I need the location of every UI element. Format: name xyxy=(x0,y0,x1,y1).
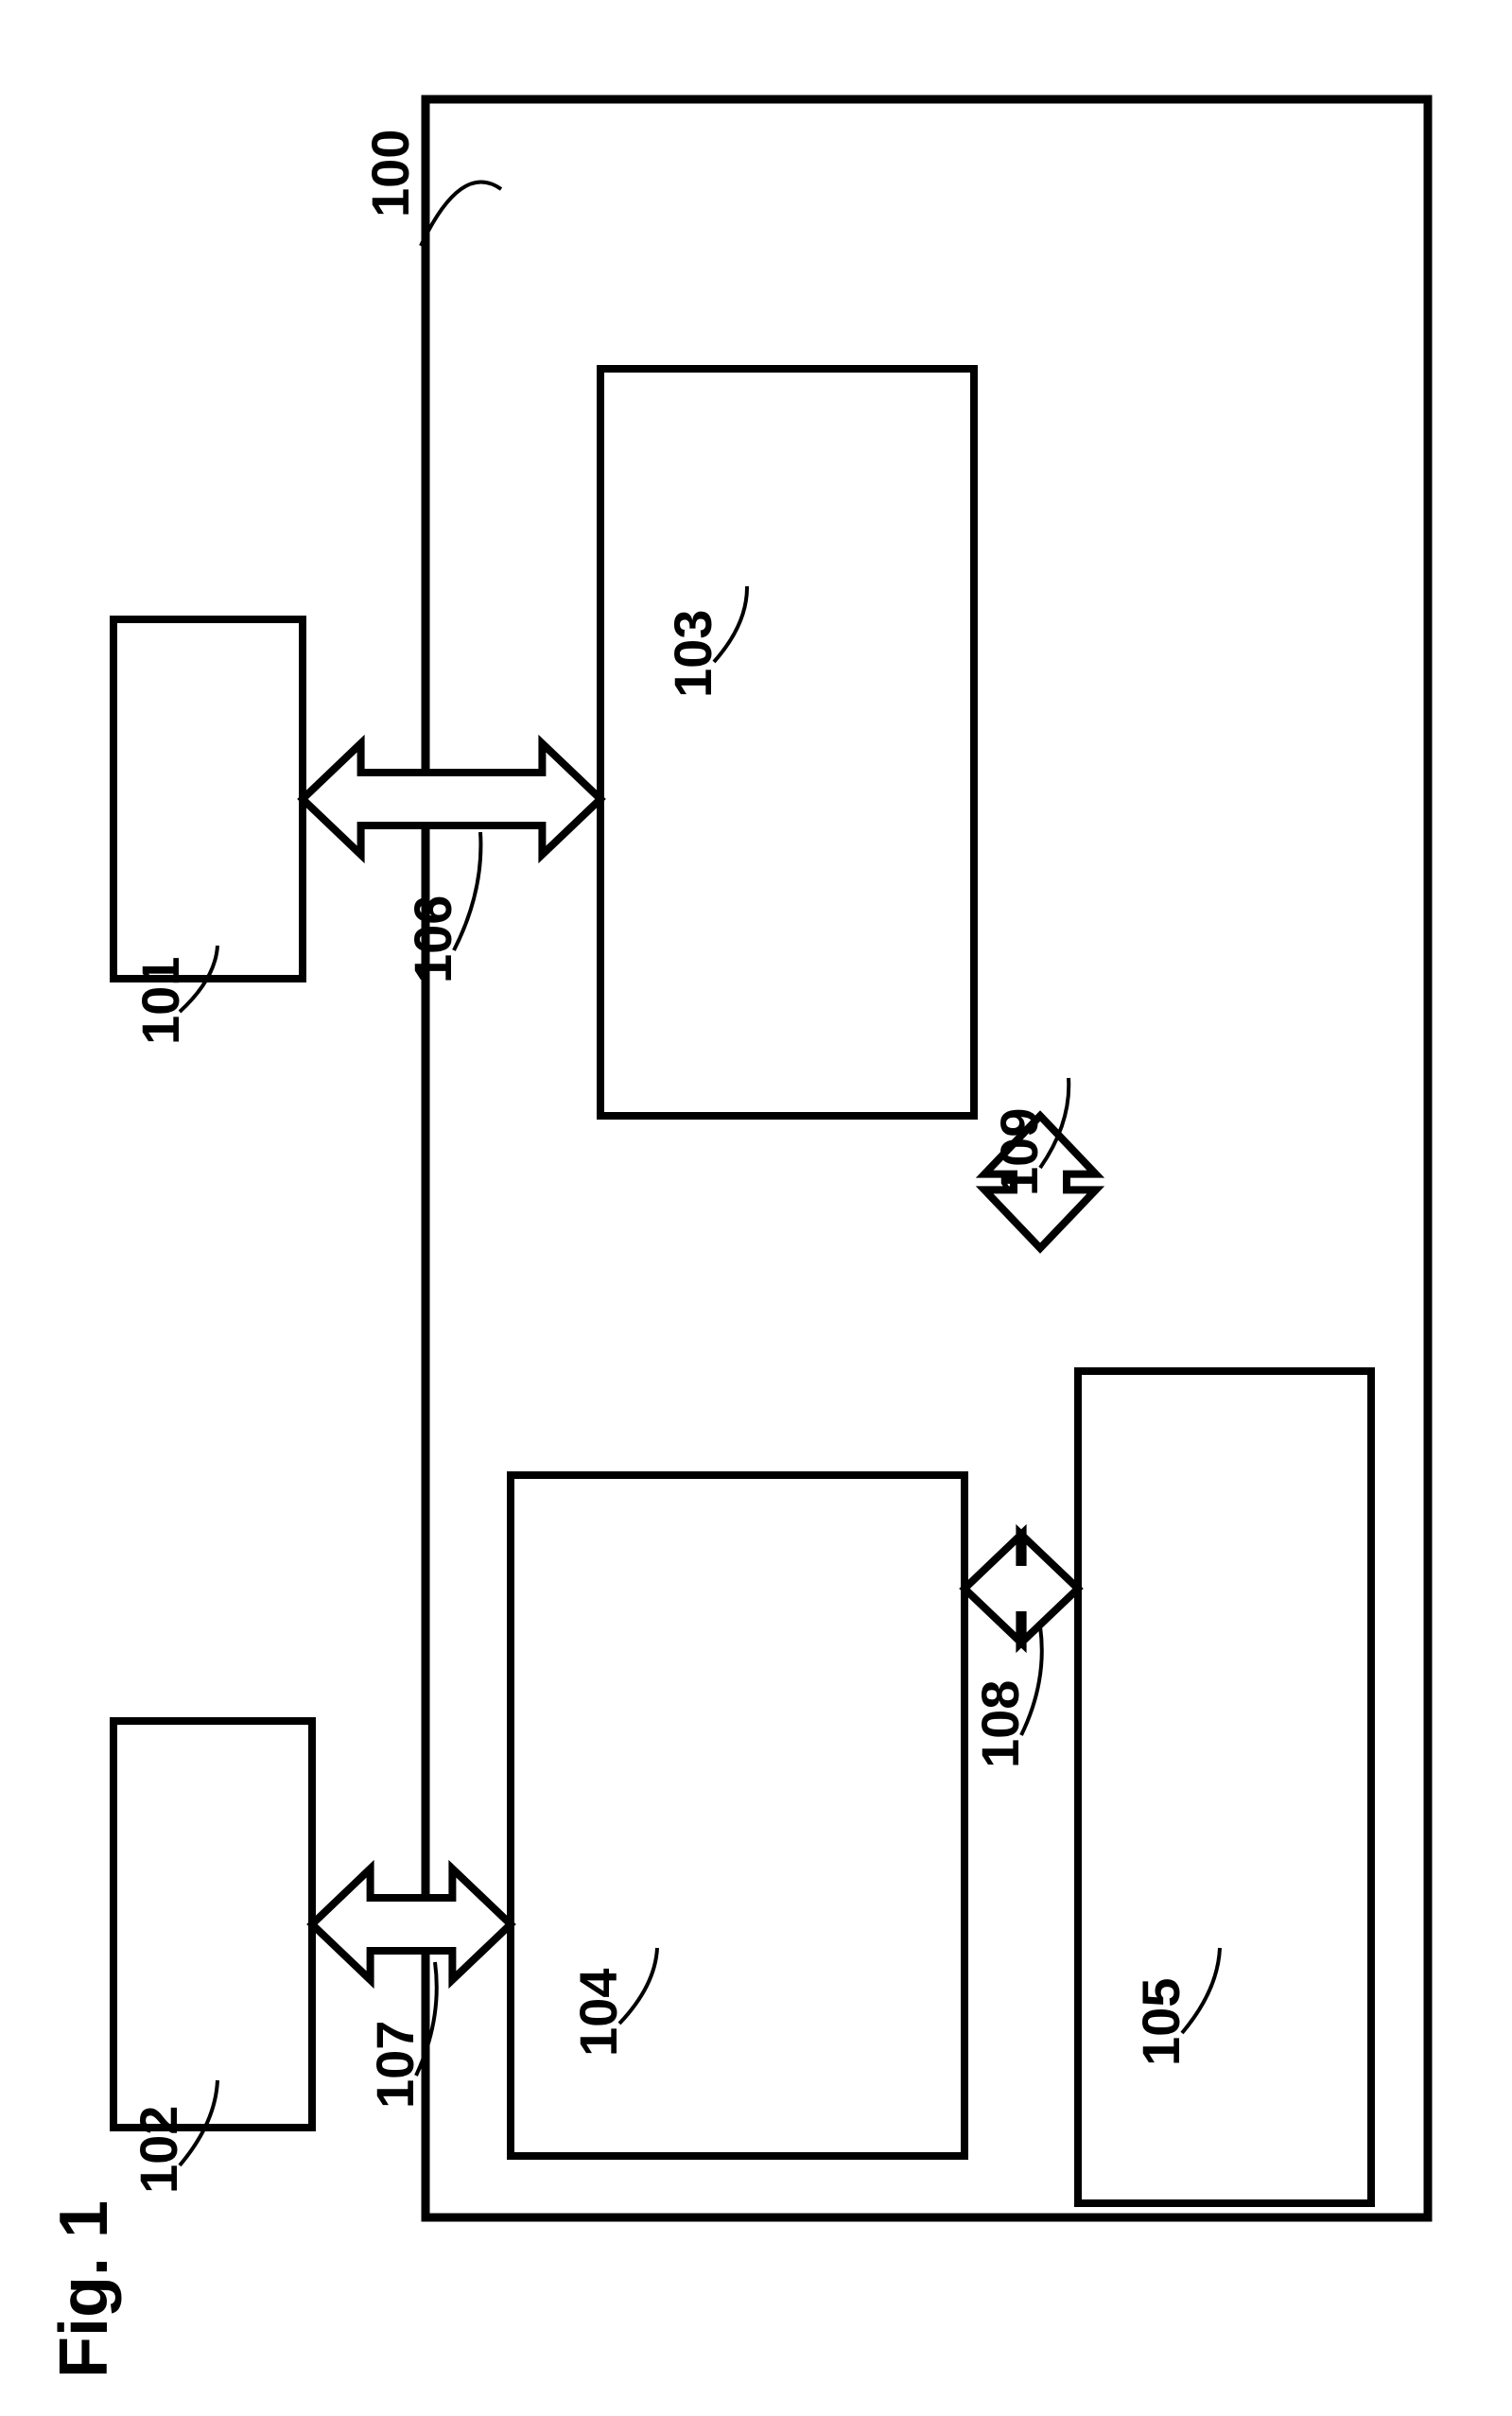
label-108: 108 xyxy=(969,1680,1031,1768)
block-101 xyxy=(113,619,303,979)
arrow-107 xyxy=(312,1868,511,1980)
block-102 xyxy=(113,1721,312,2128)
label-105: 105 xyxy=(1130,1978,1191,2066)
label-100: 100 xyxy=(359,130,421,217)
block-103 xyxy=(600,369,974,1116)
label-106: 106 xyxy=(402,895,463,983)
block-diagram xyxy=(0,0,1512,2416)
label-109: 109 xyxy=(988,1108,1050,1196)
label-103: 103 xyxy=(662,610,723,698)
figure-caption: Fig. 1 xyxy=(45,2200,123,2378)
leader-line xyxy=(421,183,501,247)
label-104: 104 xyxy=(567,1969,629,2057)
arrow-106 xyxy=(303,743,600,855)
label-102: 102 xyxy=(128,2106,189,2194)
label-101: 101 xyxy=(130,957,191,1045)
label-107: 107 xyxy=(364,2021,426,2109)
block-105 xyxy=(1078,1371,1371,2203)
arrow-108 xyxy=(965,1533,1078,1644)
